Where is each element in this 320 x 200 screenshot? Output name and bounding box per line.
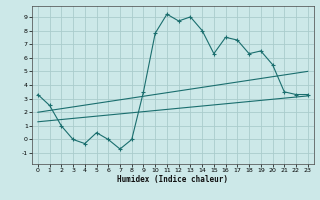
X-axis label: Humidex (Indice chaleur): Humidex (Indice chaleur) — [117, 175, 228, 184]
